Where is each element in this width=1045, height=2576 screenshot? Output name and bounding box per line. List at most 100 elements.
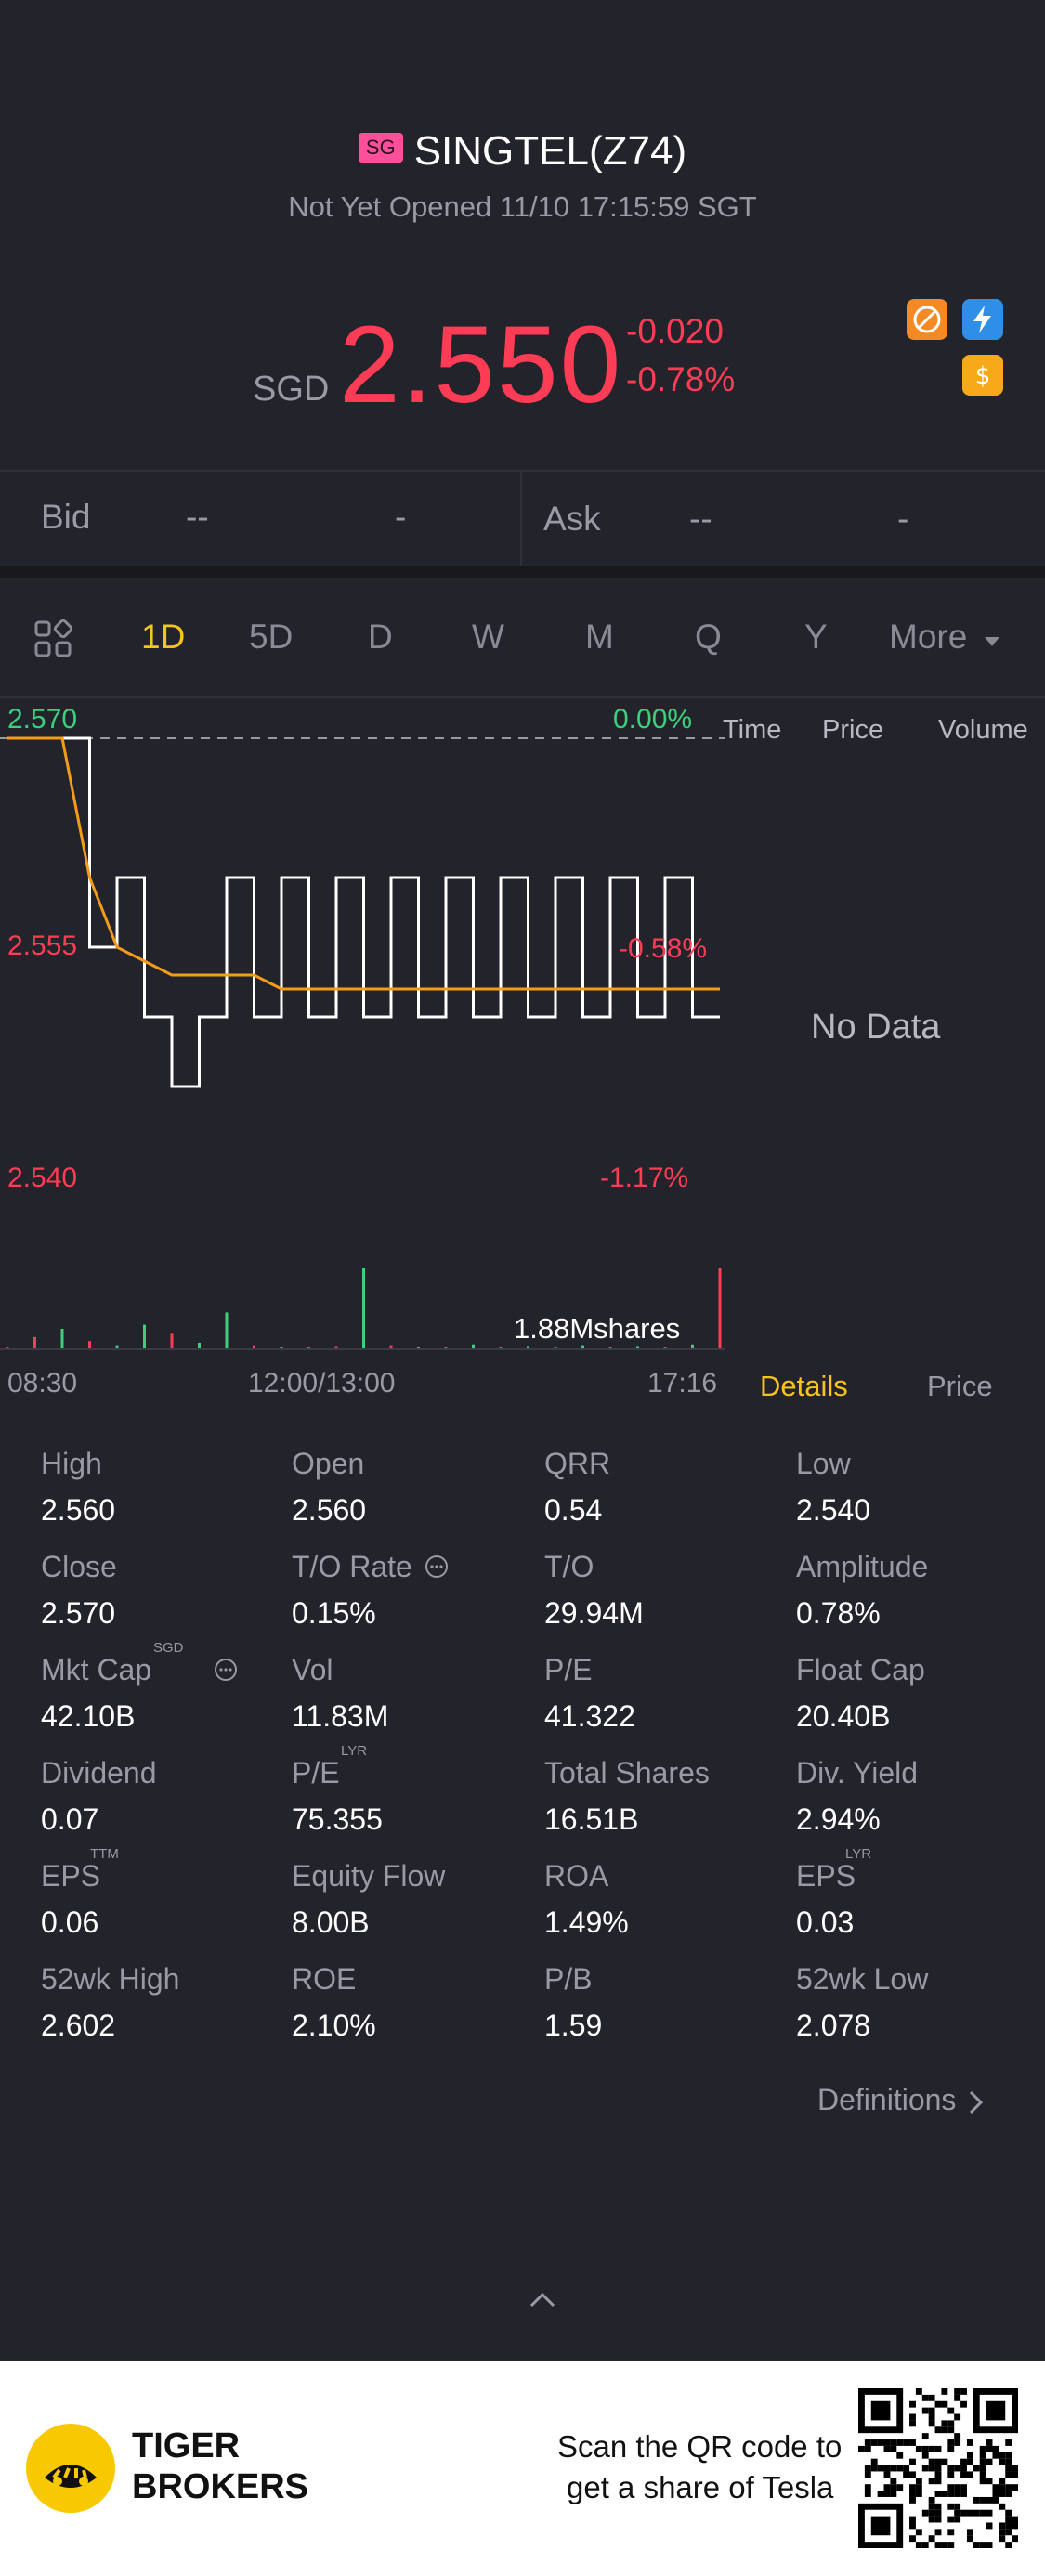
last-price: 2.550 bbox=[339, 304, 623, 426]
pct-axis-top: 0.00% bbox=[613, 704, 693, 735]
y-axis-mid: 2.555 bbox=[7, 930, 78, 961]
info-more-icon[interactable] bbox=[213, 1657, 239, 1683]
stat-label: Float Cap bbox=[796, 1653, 925, 1686]
tab-day[interactable]: D bbox=[368, 618, 393, 656]
stat-label: P/B bbox=[544, 1962, 593, 1996]
y-axis-bottom: 2.540 bbox=[7, 1163, 78, 1193]
volume-bar bbox=[198, 1342, 201, 1349]
stat-value: 1.59 bbox=[544, 2009, 603, 2042]
stat-value: 0.54 bbox=[544, 1493, 603, 1527]
stat-value: 1.49% bbox=[544, 1906, 629, 1939]
brand-name-line2: BROKERS bbox=[132, 2467, 309, 2506]
bid-label: Bid bbox=[41, 498, 91, 536]
stat-value: 0.15% bbox=[292, 1596, 376, 1630]
volume-bar bbox=[691, 1344, 694, 1349]
stat-value: 42.10B bbox=[41, 1699, 136, 1733]
stat-value: 41.322 bbox=[544, 1699, 635, 1733]
volume-bar bbox=[636, 1346, 639, 1349]
volume-bar bbox=[115, 1345, 119, 1349]
brand-name-line1: TIGER bbox=[132, 2426, 241, 2465]
avg-price-line bbox=[7, 736, 720, 991]
volume-bar bbox=[581, 1345, 584, 1349]
tab-more[interactable]: More bbox=[889, 618, 1001, 657]
intraday-chart[interactable] bbox=[0, 701, 734, 1370]
market-status: Not Yet Opened 11/10 17:15:59 SGT bbox=[288, 190, 757, 223]
stat-value: 0.03 bbox=[796, 1906, 855, 1939]
volume-bar bbox=[389, 1345, 393, 1349]
bid-ask-bar: Bid -- - Ask -- - bbox=[0, 470, 1045, 578]
ask-price: -- bbox=[689, 500, 712, 538]
volume-bar bbox=[88, 1341, 91, 1349]
info-more-icon[interactable] bbox=[424, 1554, 450, 1580]
tab-quarter[interactable]: Q bbox=[695, 618, 722, 656]
stat-label: Div. Yield bbox=[796, 1756, 919, 1789]
stat-label: Amplitude bbox=[796, 1550, 929, 1583]
definitions-link[interactable]: Definitions bbox=[817, 2083, 985, 2117]
stat-label: EPS bbox=[41, 1859, 101, 1893]
stock-name: SINGTEL(Z74) bbox=[413, 128, 687, 174]
tab-month[interactable]: M bbox=[585, 618, 614, 656]
volume-bar bbox=[170, 1333, 174, 1349]
stat-label: Vol bbox=[292, 1653, 333, 1686]
x-axis-end: 17:16 bbox=[647, 1368, 718, 1399]
stat-label: ROE bbox=[292, 1962, 357, 1996]
no-short-icon[interactable] bbox=[907, 299, 947, 340]
x-axis-start: 08:30 bbox=[7, 1368, 78, 1399]
stat-superscript: LYR bbox=[341, 1743, 368, 1759]
tab-week[interactable]: W bbox=[472, 618, 504, 656]
col-volume: Volume bbox=[938, 715, 1028, 745]
volume-bar bbox=[280, 1347, 283, 1349]
price-currency: SGD bbox=[253, 370, 330, 409]
stat-label: Dividend bbox=[41, 1756, 157, 1789]
volume-bar bbox=[334, 1346, 338, 1349]
stat-label: 52wk Low bbox=[796, 1962, 929, 1996]
stock-title: SG SINGTEL(Z74) bbox=[0, 128, 1045, 175]
tab-5d[interactable]: 5D bbox=[249, 618, 294, 656]
stat-label: Open bbox=[292, 1447, 365, 1480]
stat-value: 0.06 bbox=[41, 1906, 99, 1939]
tab-price[interactable]: Price bbox=[927, 1370, 993, 1402]
stat-value: 11.83M bbox=[292, 1699, 389, 1733]
price-line bbox=[7, 736, 720, 1088]
stat-value: 2.078 bbox=[796, 2009, 871, 2042]
stat-value: 2.560 bbox=[292, 1493, 367, 1527]
chevron-up-icon[interactable] bbox=[526, 2289, 559, 2316]
volume-bar bbox=[143, 1324, 146, 1349]
stat-value: 2.602 bbox=[41, 2009, 116, 2042]
price-change-pct: -0.78% bbox=[626, 360, 736, 398]
volume-bar bbox=[33, 1336, 36, 1349]
volume-bar bbox=[663, 1347, 667, 1349]
tab-1d[interactable]: 1D bbox=[141, 618, 186, 656]
dollar-icon[interactable]: $ bbox=[962, 355, 1003, 396]
price-change: -0.020 bbox=[626, 312, 724, 350]
market-badge: SG bbox=[358, 133, 403, 163]
stat-value: 16.51B bbox=[544, 1802, 639, 1836]
pct-axis-mid: -0.58% bbox=[619, 933, 708, 964]
stat-label: T/O bbox=[544, 1550, 594, 1583]
lightning-icon[interactable] bbox=[962, 299, 1003, 340]
volume-bar bbox=[362, 1268, 365, 1349]
stat-value: 0.07 bbox=[41, 1802, 99, 1836]
grid-layout-icon[interactable] bbox=[33, 618, 73, 663]
definitions-label: Definitions bbox=[817, 2083, 957, 2116]
stat-value: 29.94M bbox=[544, 1596, 644, 1630]
col-time: Time bbox=[723, 715, 782, 745]
stat-label: P/E bbox=[544, 1653, 593, 1686]
tab-year[interactable]: Y bbox=[804, 618, 828, 656]
stat-label: Mkt Cap bbox=[41, 1653, 152, 1686]
volume-label: 1.88Mshares bbox=[514, 1312, 681, 1345]
stat-value: 8.00B bbox=[292, 1906, 370, 1939]
volume-bar bbox=[527, 1346, 529, 1349]
volume-bar bbox=[718, 1268, 722, 1349]
promo-text-line1: Scan the QR code to bbox=[557, 2429, 843, 2464]
caret-down-icon bbox=[984, 637, 999, 646]
stat-value: 2.94% bbox=[796, 1802, 881, 1836]
stat-value: 0.78% bbox=[796, 1596, 881, 1630]
tab-details[interactable]: Details bbox=[760, 1370, 848, 1402]
stat-label: ROA bbox=[544, 1859, 609, 1893]
tab-more-label: More bbox=[889, 618, 968, 656]
stat-superscript: LYR bbox=[845, 1846, 872, 1862]
stat-value: 2.540 bbox=[796, 1493, 871, 1527]
pct-axis-bottom: -1.17% bbox=[600, 1163, 689, 1193]
stat-label: Total Shares bbox=[544, 1756, 710, 1789]
